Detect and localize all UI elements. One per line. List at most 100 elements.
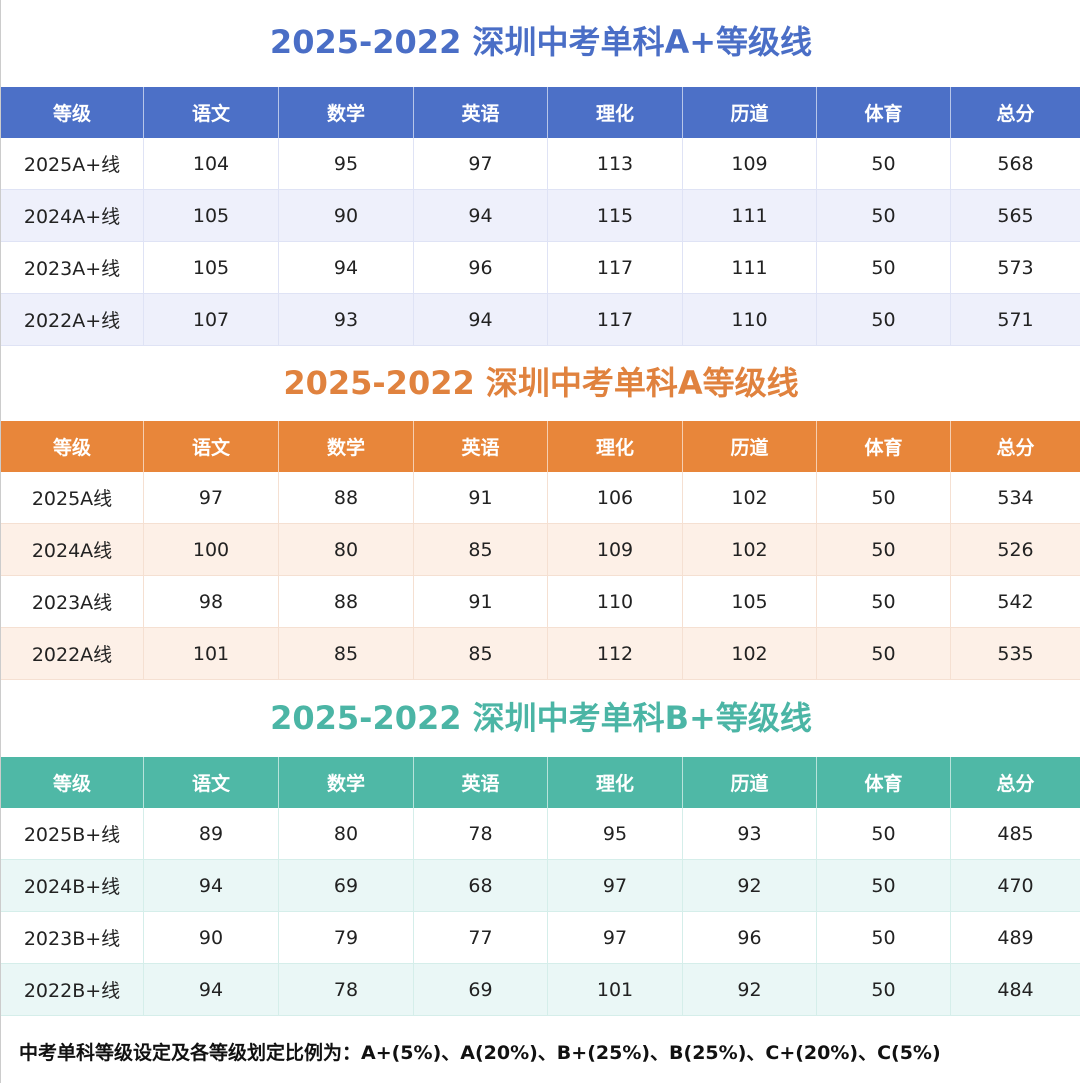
header-cell: 英语 [414, 757, 548, 808]
table-cell: 111 [683, 242, 817, 294]
table-cell: 50 [817, 294, 951, 346]
table-cell: 102 [683, 524, 817, 576]
table-cell: 571 [951, 294, 1080, 346]
table-cell: 92 [683, 964, 817, 1016]
table-cell: 95 [548, 808, 683, 860]
header-cell: 总分 [951, 757, 1080, 808]
table-cell: 89 [144, 808, 279, 860]
header-cell: 理化 [548, 421, 683, 472]
header-cell: 历道 [683, 421, 817, 472]
header-cell: 体育 [817, 87, 951, 138]
table-title: 2025-2022 深圳中考单科B+等级线 [270, 699, 812, 737]
header-cell: 等级 [1, 757, 144, 808]
table-cell: 2025A+线 [1, 138, 144, 190]
table-cell: 93 [683, 808, 817, 860]
header-cell: 数学 [279, 421, 414, 472]
table-cell: 117 [548, 294, 683, 346]
table-cell: 2025B+线 [1, 808, 144, 860]
table-cell: 565 [951, 190, 1080, 242]
table-cell: 489 [951, 912, 1080, 964]
header-cell: 体育 [817, 757, 951, 808]
header-cell: 历道 [683, 757, 817, 808]
header-cell: 数学 [279, 757, 414, 808]
header-cell: 理化 [548, 757, 683, 808]
table-cell: 2024A+线 [1, 190, 144, 242]
table-cell: 50 [817, 964, 951, 1016]
table-cell: 50 [817, 190, 951, 242]
table-cell: 85 [279, 628, 414, 680]
table-cell: 50 [817, 472, 951, 524]
table-cell: 97 [548, 912, 683, 964]
footer-note: 中考单科等级设定及各等级划定比例为：A+(5%)、A(20%)、B+(25%)、… [19, 1042, 941, 1064]
table-cell: 77 [414, 912, 548, 964]
table-cell: 2023A+线 [1, 242, 144, 294]
header-cell: 体育 [817, 421, 951, 472]
table-cell: 79 [279, 912, 414, 964]
table-cell: 2022A+线 [1, 294, 144, 346]
table-cell: 534 [951, 472, 1080, 524]
table-cell: 104 [144, 138, 279, 190]
table-cell: 102 [683, 628, 817, 680]
table-cell: 526 [951, 524, 1080, 576]
table-cell: 101 [144, 628, 279, 680]
table-cell: 94 [144, 860, 279, 912]
table-cell: 96 [414, 242, 548, 294]
table-cell: 94 [144, 964, 279, 1016]
table-cell: 2023B+线 [1, 912, 144, 964]
table-cell: 50 [817, 576, 951, 628]
table-title: 2025-2022 深圳中考单科A等级线 [283, 364, 799, 402]
table-cell: 105 [144, 190, 279, 242]
header-cell: 英语 [414, 421, 548, 472]
table-cell: 2022B+线 [1, 964, 144, 1016]
table-cell: 105 [683, 576, 817, 628]
table-cell: 69 [414, 964, 548, 1016]
table-title: 2025-2022 深圳中考单科A+等级线 [269, 23, 813, 61]
table-cell: 109 [548, 524, 683, 576]
table-cell: 101 [548, 964, 683, 1016]
table-cell: 568 [951, 138, 1080, 190]
table-cell: 78 [279, 964, 414, 1016]
table-cell: 97 [414, 138, 548, 190]
table-cell: 573 [951, 242, 1080, 294]
table-cell: 85 [414, 524, 548, 576]
header-cell: 数学 [279, 87, 414, 138]
table-cell: 2025A线 [1, 472, 144, 524]
header-cell: 语文 [144, 421, 279, 472]
table-cell: 470 [951, 860, 1080, 912]
table-cell: 106 [548, 472, 683, 524]
table-cell: 50 [817, 912, 951, 964]
table-cell: 92 [683, 860, 817, 912]
header-cell: 总分 [951, 421, 1080, 472]
header-cell: 历道 [683, 87, 817, 138]
table-cell: 111 [683, 190, 817, 242]
table-cell: 93 [279, 294, 414, 346]
header-cell: 等级 [1, 421, 144, 472]
table-cell: 85 [414, 628, 548, 680]
header-cell: 语文 [144, 757, 279, 808]
table-cell: 94 [414, 190, 548, 242]
table-cell: 95 [279, 138, 414, 190]
table-cell: 50 [817, 860, 951, 912]
table-cell: 68 [414, 860, 548, 912]
table-cell: 78 [414, 808, 548, 860]
table-cell: 94 [414, 294, 548, 346]
table-cell: 90 [279, 190, 414, 242]
header-cell: 英语 [414, 87, 548, 138]
table-cell: 50 [817, 138, 951, 190]
table-cell: 50 [817, 628, 951, 680]
table-cell: 96 [683, 912, 817, 964]
table-cell: 88 [279, 472, 414, 524]
table-cell: 50 [817, 524, 951, 576]
header-cell: 语文 [144, 87, 279, 138]
table-cell: 80 [279, 808, 414, 860]
table-cell: 97 [144, 472, 279, 524]
header-cell: 等级 [1, 87, 144, 138]
table-cell: 115 [548, 190, 683, 242]
table-cell: 485 [951, 808, 1080, 860]
table-cell: 69 [279, 860, 414, 912]
table-cell: 117 [548, 242, 683, 294]
table-cell: 100 [144, 524, 279, 576]
table-cell: 102 [683, 472, 817, 524]
table-cell: 110 [683, 294, 817, 346]
